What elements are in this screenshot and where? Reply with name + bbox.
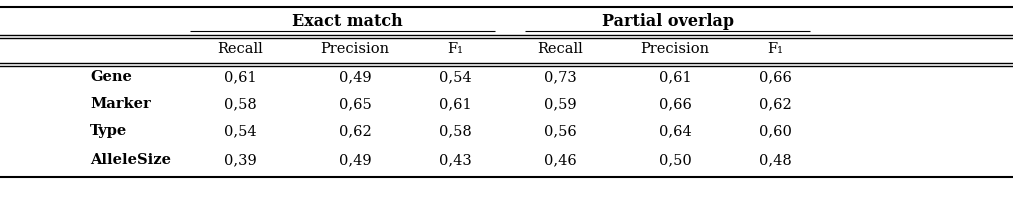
Text: Gene: Gene [90, 70, 132, 84]
Text: 0,49: 0,49 [338, 153, 372, 167]
Text: Recall: Recall [537, 42, 582, 56]
Text: 0,50: 0,50 [658, 153, 692, 167]
Text: 0,66: 0,66 [759, 70, 791, 84]
Text: 0,56: 0,56 [544, 124, 576, 138]
Text: 0,59: 0,59 [544, 97, 576, 111]
Text: Exact match: Exact match [292, 14, 403, 30]
Text: 0,65: 0,65 [338, 97, 372, 111]
Text: Precision: Precision [320, 42, 390, 56]
Text: 0,61: 0,61 [658, 70, 691, 84]
Text: 0,49: 0,49 [338, 70, 372, 84]
Text: 0,61: 0,61 [224, 70, 256, 84]
Text: Marker: Marker [90, 97, 151, 111]
Text: 0,58: 0,58 [439, 124, 471, 138]
Text: Precision: Precision [640, 42, 709, 56]
Text: Recall: Recall [217, 42, 263, 56]
Text: 0,46: 0,46 [544, 153, 576, 167]
Text: F₁: F₁ [767, 42, 783, 56]
Text: 0,60: 0,60 [759, 124, 791, 138]
Text: Type: Type [90, 124, 128, 138]
Text: Partial overlap: Partial overlap [602, 14, 733, 30]
Text: 0,54: 0,54 [224, 124, 256, 138]
Text: 0,58: 0,58 [224, 97, 256, 111]
Text: 0,61: 0,61 [439, 97, 471, 111]
Text: 0,73: 0,73 [544, 70, 576, 84]
Text: 0,62: 0,62 [759, 97, 791, 111]
Text: AlleleSize: AlleleSize [90, 153, 171, 167]
Text: 0,62: 0,62 [338, 124, 372, 138]
Text: 0,39: 0,39 [224, 153, 256, 167]
Text: F₁: F₁ [447, 42, 463, 56]
Text: 0,66: 0,66 [658, 97, 692, 111]
Text: 0,43: 0,43 [439, 153, 471, 167]
Text: 0,54: 0,54 [439, 70, 471, 84]
Text: 0,64: 0,64 [658, 124, 692, 138]
Text: 0,48: 0,48 [759, 153, 791, 167]
